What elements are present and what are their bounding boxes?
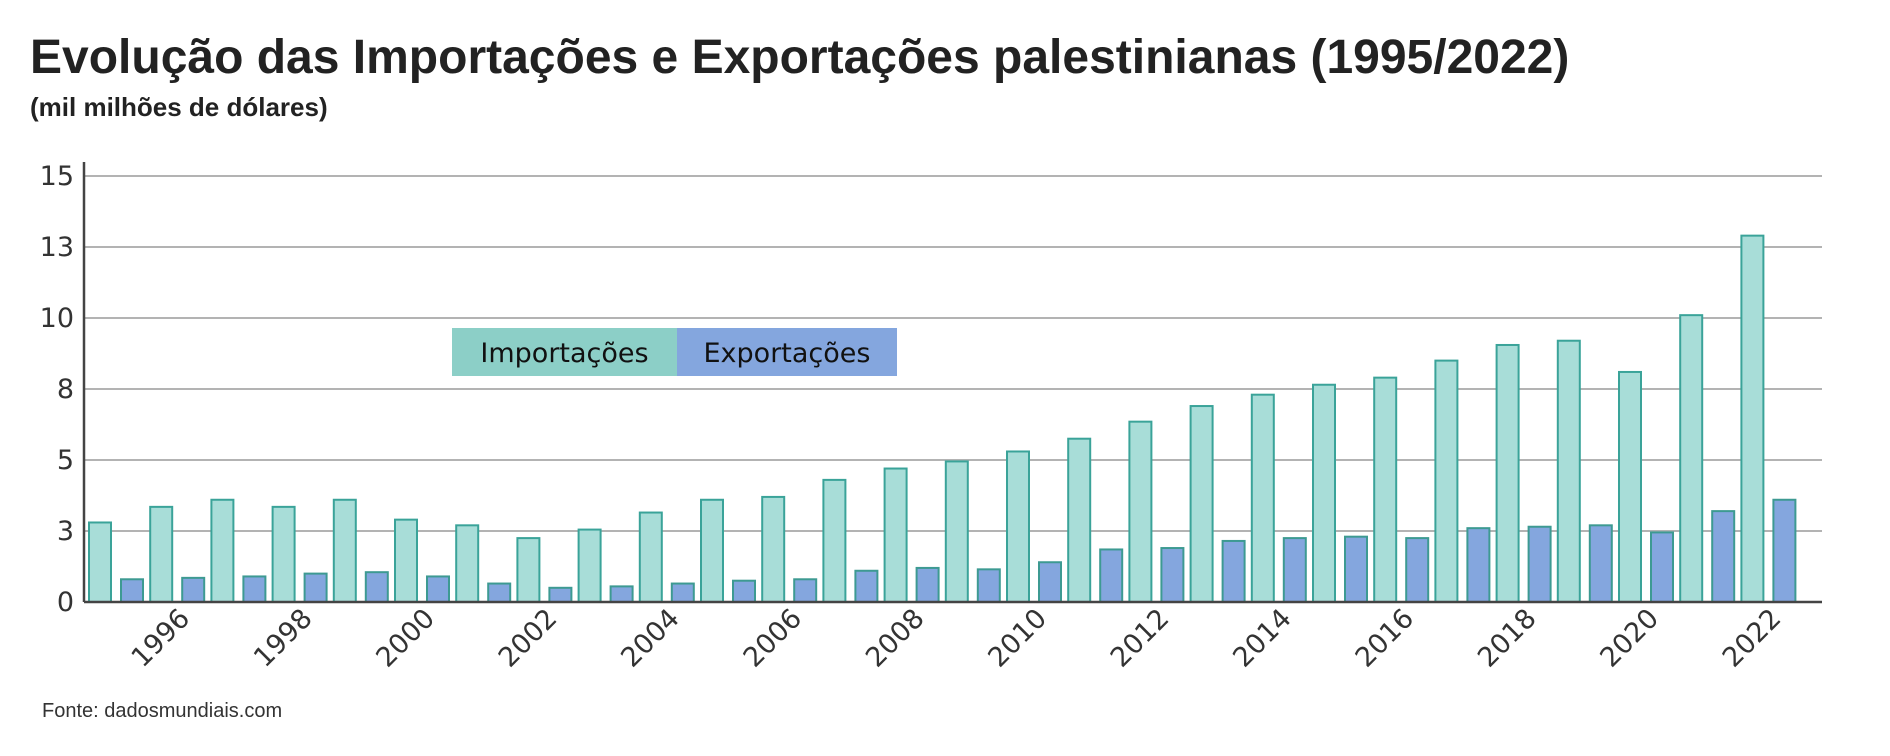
bar-importacoes-2006: [761, 495, 786, 604]
x-tick-label: 2008: [860, 603, 931, 674]
bar-importacoes-2002: [516, 537, 541, 603]
bar-importacoes-2018: [1495, 343, 1520, 603]
chart-title: Evolução das Importações e Exportações p…: [30, 31, 1570, 84]
bar-importacoes-2017: [1434, 359, 1459, 603]
x-tick-label: 2020: [1594, 603, 1665, 674]
bar-exportacoes-2012: [1160, 547, 1185, 603]
bar-importacoes-2011: [1067, 437, 1092, 604]
bar-exportacoes-1996: [181, 576, 206, 603]
legend-label-exportacoes: Exportações: [704, 338, 871, 369]
bar-exportacoes-2000: [426, 575, 450, 604]
x-tick-label: 1998: [248, 603, 319, 674]
bar-exportacoes-2004: [670, 582, 695, 603]
bar-importacoes-2003: [577, 528, 602, 604]
bar-exportacoes-2002: [548, 586, 573, 603]
bar-importacoes-2000: [394, 518, 418, 604]
x-tick-label: 2000: [370, 603, 441, 674]
y-tick-label: 3: [57, 516, 74, 547]
bar-importacoes-2010: [1006, 450, 1030, 604]
bar-exportacoes-2017: [1466, 527, 1491, 603]
bar-importacoes-1996: [149, 505, 174, 603]
bars: [88, 234, 1797, 604]
bar-importacoes-2013: [1189, 405, 1214, 604]
bar-exportacoes-1997: [242, 575, 267, 604]
bar-exportacoes-2021: [1711, 510, 1736, 603]
x-tick-label: 2002: [493, 603, 564, 674]
bar-exportacoes-2018: [1527, 525, 1552, 603]
bar-exportacoes-2015: [1344, 535, 1368, 603]
y-tick-label: 15: [40, 161, 74, 192]
bar-exportacoes-2010: [1038, 561, 1062, 603]
bar-importacoes-2004: [638, 511, 663, 603]
bar-exportacoes-1995: [120, 578, 144, 604]
legend: Importações Exportações: [452, 328, 897, 376]
bar-exportacoes-1999: [364, 571, 389, 603]
bar-importacoes-2022: [1740, 234, 1765, 603]
bar-importacoes-2009: [944, 460, 969, 604]
bar-importacoes-1998: [271, 505, 296, 603]
bar-exportacoes-2008: [915, 566, 940, 603]
x-tick-label: 2018: [1472, 603, 1543, 674]
legend-label-importacoes: Importações: [480, 338, 648, 369]
x-tick-label: 2022: [1717, 603, 1788, 674]
bar-importacoes-2012: [1128, 420, 1153, 603]
bar-importacoes-2008: [883, 467, 908, 603]
bar-exportacoes-2014: [1282, 537, 1307, 603]
bar-importacoes-2001: [455, 524, 480, 604]
bar-exportacoes-2005: [732, 579, 756, 604]
x-tick-label: 2014: [1227, 603, 1298, 674]
x-tick-label: 2006: [738, 603, 809, 674]
bar-exportacoes-2019: [1588, 524, 1613, 604]
y-tick-label: 8: [57, 374, 74, 405]
y-tick-label: 13: [40, 232, 74, 263]
x-tick-label: 2010: [982, 603, 1053, 674]
y-tick-label: 5: [57, 445, 74, 476]
bar-exportacoes-2007: [854, 569, 879, 604]
x-tick-label: 2012: [1105, 603, 1176, 674]
bar-exportacoes-2006: [793, 578, 818, 604]
source-note: Fonte: dadosmundiais.com: [42, 700, 283, 722]
bar-exportacoes-2001: [487, 582, 512, 603]
bar-exportacoes-2022: [1772, 498, 1797, 604]
bar-importacoes-2014: [1250, 393, 1275, 603]
bar-importacoes-2021: [1679, 314, 1704, 603]
x-tick-label: 2004: [615, 603, 686, 674]
bar-exportacoes-2003: [609, 585, 634, 604]
chart-subtitle: (mil milhões de dólares): [30, 92, 328, 122]
bar-importacoes-1995: [88, 521, 112, 603]
legend-swatch-exportacoes: [677, 328, 897, 376]
y-tick-label: 0: [57, 587, 74, 618]
bar-importacoes-2007: [822, 478, 847, 604]
bar-importacoes-2005: [700, 498, 724, 604]
bar-exportacoes-2011: [1099, 548, 1124, 604]
bar-importacoes-2020: [1618, 370, 1642, 603]
bar-exportacoes-2020: [1650, 531, 1674, 603]
bar-importacoes-2019: [1556, 339, 1581, 603]
bar-importacoes-2016: [1373, 376, 1398, 604]
bar-importacoes-2015: [1312, 383, 1336, 603]
bar-exportacoes-2016: [1405, 537, 1430, 603]
bar-exportacoes-2009: [976, 568, 1001, 604]
y-tick-label: 10: [40, 303, 74, 334]
bar-exportacoes-2013: [1221, 539, 1246, 604]
bar-importacoes-1999: [332, 498, 357, 604]
x-tick-label: 2016: [1350, 603, 1421, 674]
x-tick-label: 1996: [126, 603, 197, 674]
bar-importacoes-1997: [210, 498, 235, 604]
bar-exportacoes-1998: [303, 572, 328, 603]
legend-swatch-importacoes: [452, 328, 677, 376]
